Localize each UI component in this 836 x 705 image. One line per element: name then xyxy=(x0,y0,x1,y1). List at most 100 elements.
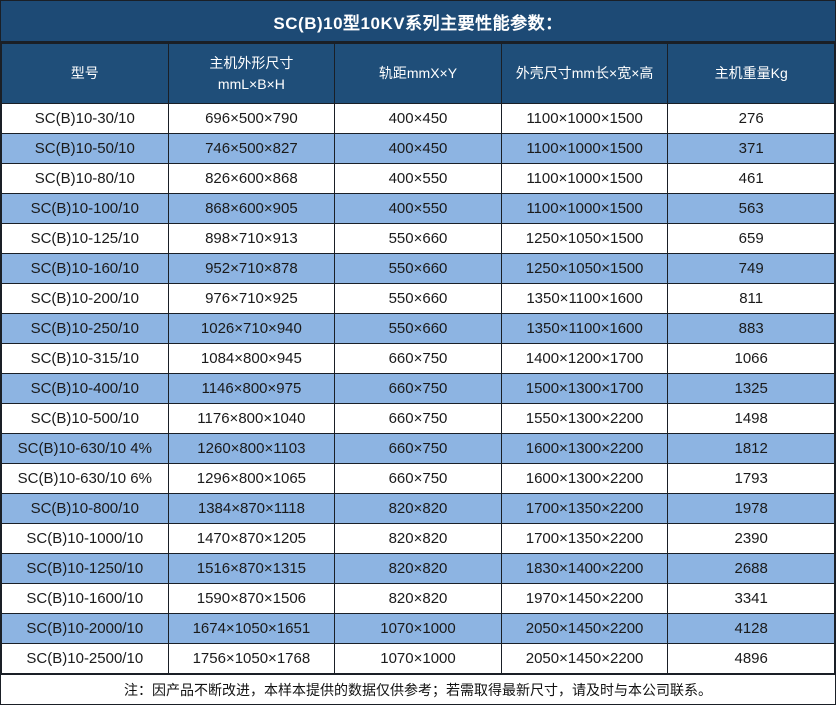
model-cell: SC(B)10-500/10 xyxy=(1,403,169,434)
weight-cell: 371 xyxy=(667,133,835,164)
dimensions-cell: 898×710×913 xyxy=(167,223,336,254)
gauge-cell: 820×820 xyxy=(334,493,502,524)
table-row: SC(B)10-500/10 1176×800×1040 660×750 1550×1… xyxy=(1,403,835,434)
shell-size-cell: 1350×1100×1600 xyxy=(500,313,669,344)
table-row: SC(B)10-125/10 898×710×913 550×660 1250×105… xyxy=(1,223,835,254)
shell-size-cell: 1500×1300×1700 xyxy=(500,373,669,404)
table-row: SC(B)10-50/10 746×500×827 400×450 1100×1000… xyxy=(1,133,835,164)
weight-cell: 3341 xyxy=(667,583,835,614)
gauge-cell: 1070×1000 xyxy=(334,643,502,674)
shell-size-cell: 1100×1000×1500 xyxy=(500,133,669,164)
weight-cell: 1498 xyxy=(667,403,835,434)
gauge-cell: 400×550 xyxy=(334,193,502,224)
weight-cell: 883 xyxy=(667,313,835,344)
dimensions-cell: 952×710×878 xyxy=(167,253,336,284)
model-cell: SC(B)10-125/10 xyxy=(1,223,169,254)
weight-cell: 1812 xyxy=(667,433,835,464)
dimensions-cell: 1146×800×975 xyxy=(167,373,336,404)
table-row: SC(B)10-630/10 4% 1260×800×1103 660×750 160… xyxy=(1,433,835,464)
gauge-cell: 660×750 xyxy=(334,403,502,434)
weight-cell: 2390 xyxy=(667,523,835,554)
gauge-cell: 1070×1000 xyxy=(334,613,502,644)
table-row: SC(B)10-1250/10 1516×870×1315 820×820 1830×… xyxy=(1,553,835,584)
shell-size-cell: 1970×1450×2200 xyxy=(500,583,669,614)
dimensions-cell: 1296×800×1065 xyxy=(167,463,336,494)
table-row: SC(B)10-630/10 6% 1296×800×1065 660×750 160… xyxy=(1,463,835,494)
shell-size-cell: 1100×1000×1500 xyxy=(500,103,669,134)
shell-size-cell: 1700×1350×2200 xyxy=(500,493,669,524)
shell-size-cell: 1250×1050×1500 xyxy=(500,223,669,254)
table-row: SC(B)10-160/10 952×710×878 550×660 1250×105… xyxy=(1,253,835,284)
spec-table: 型号 主机外形尺寸 mmL×B×H 轨距mmX×Y 外壳尺寸mm长×宽×高 主机… xyxy=(1,43,835,674)
gauge-cell: 660×750 xyxy=(334,373,502,404)
shell-size-cell: 2050×1450×2200 xyxy=(500,643,669,674)
model-cell: SC(B)10-2000/10 xyxy=(1,613,169,644)
page-title: SC(B)10型10KV系列主要性能参数： xyxy=(1,1,835,43)
gauge-cell: 550×660 xyxy=(334,283,502,314)
gauge-cell: 660×750 xyxy=(334,433,502,464)
table-row: SC(B)10-30/10 696×500×790 400×450 1100×1000… xyxy=(1,103,835,134)
footer-note: 注：因产品不断改进，本样本提供的数据仅供参考；若需取得最新尺寸，请及时与本公司联… xyxy=(1,674,835,704)
gauge-cell: 660×750 xyxy=(334,343,502,374)
shell-size-cell: 1100×1000×1500 xyxy=(500,193,669,224)
model-cell: SC(B)10-1000/10 xyxy=(1,523,169,554)
gauge-cell: 400×450 xyxy=(334,133,502,164)
table-row: SC(B)10-200/10 976×710×925 550×660 1350×110… xyxy=(1,283,835,314)
table-row: SC(B)10-1600/10 1590×870×1506 820×820 1970×… xyxy=(1,583,835,614)
dimensions-cell: 976×710×925 xyxy=(167,283,336,314)
col-header-shell-size: 外壳尺寸mm长×宽×高 xyxy=(500,43,669,104)
dimensions-cell: 1026×710×940 xyxy=(167,313,336,344)
model-cell: SC(B)10-1250/10 xyxy=(1,553,169,584)
dimensions-cell: 1674×1050×1651 xyxy=(167,613,336,644)
dimensions-cell: 1470×870×1205 xyxy=(167,523,336,554)
table-row: SC(B)10-800/10 1384×870×1118 820×820 1700×1… xyxy=(1,493,835,524)
gauge-cell: 820×820 xyxy=(334,553,502,584)
table-header: 型号 主机外形尺寸 mmL×B×H 轨距mmX×Y 外壳尺寸mm长×宽×高 主机… xyxy=(1,43,835,104)
col-header-gauge: 轨距mmX×Y xyxy=(334,43,502,104)
weight-cell: 1978 xyxy=(667,493,835,524)
dimensions-cell: 1756×1050×1768 xyxy=(167,643,336,674)
dimensions-cell: 1176×800×1040 xyxy=(167,403,336,434)
table-row: SC(B)10-2000/10 1674×1050×1651 1070×1000 20… xyxy=(1,613,835,644)
dimensions-cell: 1590×870×1506 xyxy=(167,583,336,614)
shell-size-cell: 1350×1100×1600 xyxy=(500,283,669,314)
gauge-cell: 550×660 xyxy=(334,223,502,254)
gauge-cell: 550×660 xyxy=(334,313,502,344)
model-cell: SC(B)10-80/10 xyxy=(1,163,169,194)
model-cell: SC(B)10-200/10 xyxy=(1,283,169,314)
model-cell: SC(B)10-630/10 6% xyxy=(1,463,169,494)
model-cell: SC(B)10-250/10 xyxy=(1,313,169,344)
model-cell: SC(B)10-630/10 4% xyxy=(1,433,169,464)
gauge-cell: 400×450 xyxy=(334,103,502,134)
weight-cell: 1066 xyxy=(667,343,835,374)
weight-cell: 1325 xyxy=(667,373,835,404)
model-cell: SC(B)10-1600/10 xyxy=(1,583,169,614)
model-cell: SC(B)10-50/10 xyxy=(1,133,169,164)
col-header-dimensions-line1: 主机外形尺寸 xyxy=(209,54,294,71)
gauge-cell: 820×820 xyxy=(334,523,502,554)
dimensions-cell: 1516×870×1315 xyxy=(167,553,336,584)
model-cell: SC(B)10-400/10 xyxy=(1,373,169,404)
gauge-cell: 660×750 xyxy=(334,463,502,494)
shell-size-cell: 1700×1350×2200 xyxy=(500,523,669,554)
model-cell: SC(B)10-315/10 xyxy=(1,343,169,374)
gauge-cell: 550×660 xyxy=(334,253,502,284)
weight-cell: 4128 xyxy=(667,613,835,644)
shell-size-cell: 1100×1000×1500 xyxy=(500,163,669,194)
model-cell: SC(B)10-800/10 xyxy=(1,493,169,524)
table-row: SC(B)10-400/10 1146×800×975 660×750 1500×13… xyxy=(1,373,835,404)
gauge-cell: 820×820 xyxy=(334,583,502,614)
gauge-cell: 400×550 xyxy=(334,163,502,194)
shell-size-cell: 1830×1400×2200 xyxy=(500,553,669,584)
table-row: SC(B)10-100/10 868×600×905 400×550 1100×100… xyxy=(1,193,835,224)
table-body: SC(B)10-30/10 696×500×790 400×450 1100×1000… xyxy=(1,103,835,674)
dimensions-cell: 1260×800×1103 xyxy=(167,433,336,464)
weight-cell: 2688 xyxy=(667,553,835,584)
weight-cell: 276 xyxy=(667,103,835,134)
model-cell: SC(B)10-2500/10 xyxy=(1,643,169,674)
table-row: SC(B)10-315/10 1084×800×945 660×750 1400×12… xyxy=(1,343,835,374)
weight-cell: 749 xyxy=(667,253,835,284)
dimensions-cell: 868×600×905 xyxy=(167,193,336,224)
shell-size-cell: 1600×1300×2200 xyxy=(500,433,669,464)
